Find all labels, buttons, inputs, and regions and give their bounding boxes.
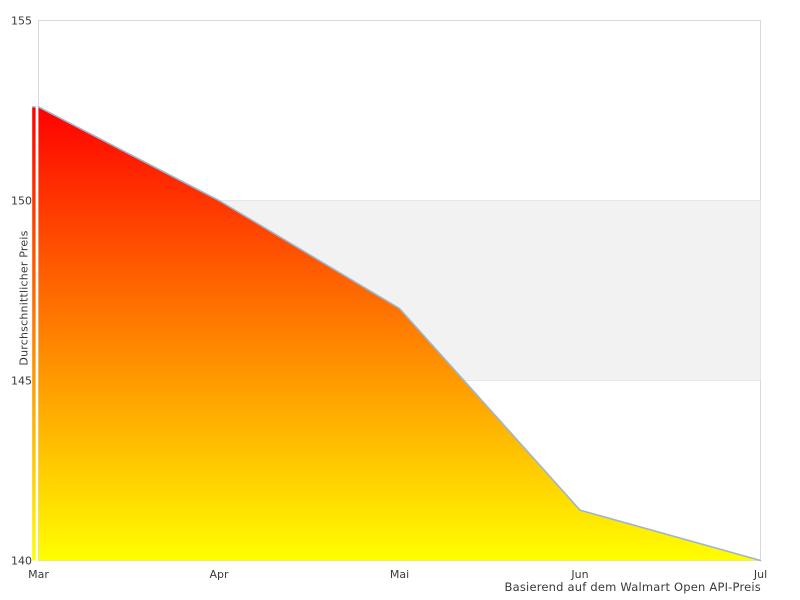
x-tick-label-apr: Apr <box>209 568 229 581</box>
y-axis-title: Durchschnittlicher Preis <box>17 230 31 366</box>
price-line <box>37 106 762 562</box>
y-tick-label-140: 140 <box>11 554 32 567</box>
price-area <box>38 106 761 561</box>
x-tick-label-jul: Jul <box>753 568 767 581</box>
area-left-strip <box>32 106 36 561</box>
x-tick-label-mai: Mai <box>390 568 409 581</box>
y-tick-label-155: 155 <box>11 14 32 27</box>
x-tick-label-jun: Jun <box>570 568 588 581</box>
chart-caption: Basierend auf dem Walmart Open API-Preis <box>504 580 761 594</box>
y-tick-label-145: 145 <box>11 374 32 387</box>
y-tick-label-150: 150 <box>11 194 32 207</box>
x-tick-label-mar: Mar <box>28 568 49 581</box>
